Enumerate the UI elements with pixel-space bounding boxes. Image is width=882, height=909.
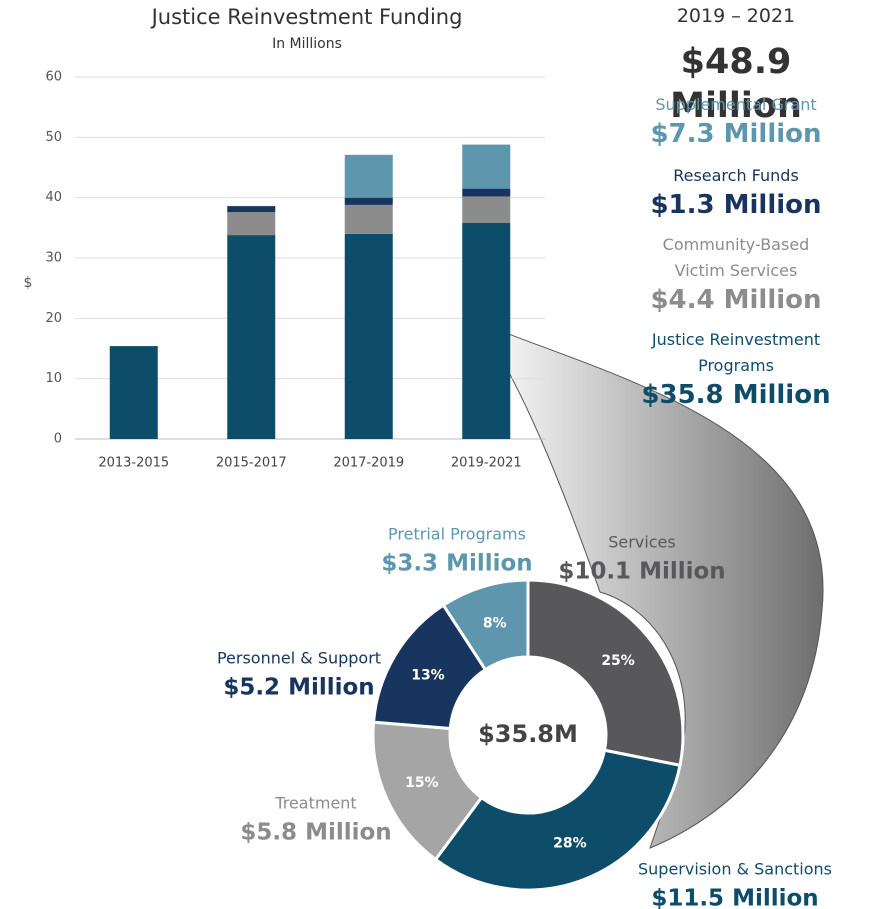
slice-name: Treatment	[274, 794, 356, 813]
slice-value: $5.8 Million	[240, 820, 391, 846]
y-axis-label: $	[24, 275, 33, 291]
slice-value: $3.3 Million	[381, 551, 532, 577]
donut-center: $35.8M	[478, 720, 578, 748]
bar-segment	[462, 196, 511, 224]
side-item-name: Research Funds	[673, 166, 799, 185]
chart-title: Justice Reinvestment Funding	[150, 5, 463, 29]
side-item-name: Justice Reinvestment Programs	[651, 330, 821, 375]
bar-segment	[344, 204, 393, 234]
total: $48.9 Million	[670, 42, 802, 126]
slice-percent: 25%	[601, 653, 635, 669]
side-item: Justice Reinvestment Programs $35.8 Milli…	[616, 327, 856, 411]
side-item-name: Community-Based Victim Services	[662, 235, 810, 280]
x-tick-label: 2019-2021	[451, 456, 522, 471]
side-item-name: Supplemental Grant	[655, 95, 817, 114]
side-item-value: $1.3 Million	[650, 190, 822, 220]
y-tick-label: 50	[45, 130, 62, 145]
slice-value: $10.1 Million	[558, 559, 725, 585]
bar-segment	[462, 188, 511, 197]
chart-subtitle: In Millions	[272, 36, 342, 52]
side-item: Research Funds $1.3 Million	[616, 163, 856, 221]
donut-slice	[441, 578, 530, 672]
y-tick-label: 10	[45, 371, 62, 386]
slice-percent: 8%	[483, 615, 507, 631]
bar-segment	[344, 233, 393, 439]
slice-value: $11.5 Million	[651, 886, 818, 909]
side-item-value: $35.8 Million	[641, 380, 831, 410]
slice-name: Services	[608, 533, 675, 552]
slice-name: Pretrial Programs	[388, 525, 526, 544]
y-tick-label: 30	[45, 251, 62, 266]
bar-segment	[109, 346, 158, 439]
side-item: Supplemental Grant $7.3 Million	[616, 92, 856, 150]
slice-percent: 13%	[411, 667, 445, 683]
y-tick-label: 40	[45, 190, 62, 205]
slice-percent: 15%	[405, 775, 439, 791]
swoosh	[476, 320, 824, 849]
bar-segment	[462, 144, 511, 189]
x-tick-label: 2017-2019	[333, 456, 404, 471]
x-tick-label: 2015-2017	[216, 456, 287, 471]
x-tick-label: 2013-2015	[98, 456, 169, 471]
donut-slice	[526, 578, 685, 768]
slice-value: $5.2 Million	[223, 675, 374, 701]
slice-name: Supervision & Sanctions	[638, 860, 832, 879]
period: 2019 – 2021	[676, 5, 796, 27]
y-tick-label: 20	[45, 311, 62, 326]
y-tick-label: 60	[45, 70, 62, 85]
bar-segment	[227, 235, 276, 439]
slice-percent: 28%	[553, 836, 587, 852]
side-item-value: $4.4 Million	[650, 285, 822, 315]
donut-slice	[371, 720, 484, 862]
donut-slice	[433, 748, 682, 892]
bar-segment	[462, 223, 511, 439]
bar-segment	[227, 212, 276, 236]
bar-segment	[344, 154, 393, 198]
side-item: Community-Based Victim Services $4.4 Mill…	[616, 232, 856, 316]
bar-segment	[344, 197, 393, 205]
bar-segment	[227, 206, 276, 213]
slice-name: Personnel & Support	[217, 649, 381, 668]
side-item-value: $7.3 Million	[650, 119, 822, 149]
plot: 0 10 20 30 40 50 60 2013-2015 2015-2017 2017-2019…	[45, 70, 545, 471]
donut: 25% Services $10.1 Million 28% Supervision &…	[217, 525, 832, 909]
y-tick-label: 0	[54, 432, 62, 447]
